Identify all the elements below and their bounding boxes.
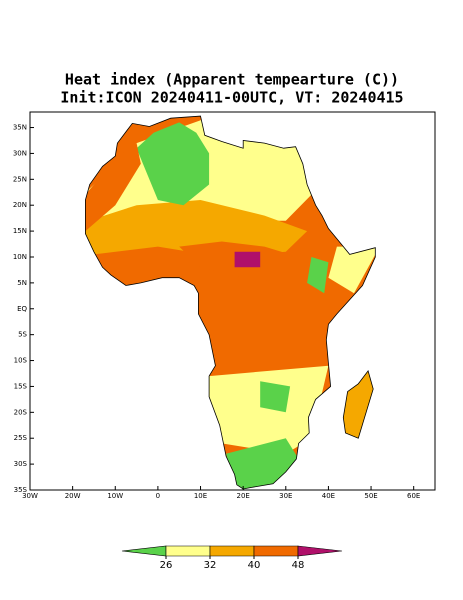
y-tick-label: 10S xyxy=(14,357,28,365)
x-tick-label: 20E xyxy=(236,492,249,500)
colorbar-segment xyxy=(253,545,299,557)
y-tick-label: 35N xyxy=(13,124,27,132)
x-tick-label: 10E xyxy=(194,492,207,500)
x-tick-label: 10W xyxy=(107,492,123,500)
x-tick-label: 60E xyxy=(407,492,420,500)
x-tick-label: 40E xyxy=(322,492,335,500)
y-tick-label: 10N xyxy=(13,253,27,261)
subtitle: Init:ICON 20240411-00UTC, VT: 20240415 xyxy=(60,89,403,107)
colorbar-segment xyxy=(297,545,343,557)
axes: 35N 30N 25N 20N 15N 10N 5N EQ 5S 10S 15S 20S 25S 30S 3… xyxy=(13,124,421,500)
colorbar-segment xyxy=(209,545,255,557)
field-patch xyxy=(260,381,291,413)
colorbar-segment xyxy=(165,545,211,557)
y-tick-label: 15N xyxy=(13,227,27,235)
field-patch xyxy=(307,257,329,294)
x-tick-label: 50E xyxy=(364,492,377,500)
y-tick-label: 20N xyxy=(13,201,27,209)
y-tick-label: 5N xyxy=(17,279,27,287)
field-patch xyxy=(85,200,308,257)
colorbar: 26 32 40 48 xyxy=(121,545,343,571)
x-tick-label: 30E xyxy=(279,492,292,500)
island xyxy=(343,370,374,439)
land xyxy=(85,115,376,490)
y-tick-label: 25N xyxy=(13,175,27,183)
colorbar-label: 40 xyxy=(248,560,261,571)
coastline xyxy=(85,115,376,490)
colorbar-label: 32 xyxy=(204,560,217,571)
field-patch xyxy=(136,122,210,206)
colorbar-label: 48 xyxy=(292,560,305,571)
field-patch xyxy=(85,143,141,232)
field-patch xyxy=(209,365,329,454)
colorbar-label: 26 xyxy=(160,560,173,571)
y-tick-label: 15S xyxy=(14,382,28,390)
y-tick-label: 35S xyxy=(14,486,28,494)
title: Heat index (Apparent tempearture (C)) xyxy=(65,71,399,89)
y-tick-label: 25S xyxy=(14,434,28,442)
y-tick-label: 30N xyxy=(13,149,27,157)
y-tick-label: 30S xyxy=(14,460,28,468)
colorbar-segment xyxy=(121,545,167,557)
x-tick-label: 0 xyxy=(156,492,160,500)
x-tick-label: 30W xyxy=(22,492,38,500)
field-patch xyxy=(328,246,376,294)
y-tick-label: EQ xyxy=(17,305,27,313)
y-tick-label: 5S xyxy=(18,331,27,339)
x-tick-label: 20W xyxy=(65,492,81,500)
field-patch xyxy=(234,251,261,268)
y-tick-label: 20S xyxy=(14,408,28,416)
